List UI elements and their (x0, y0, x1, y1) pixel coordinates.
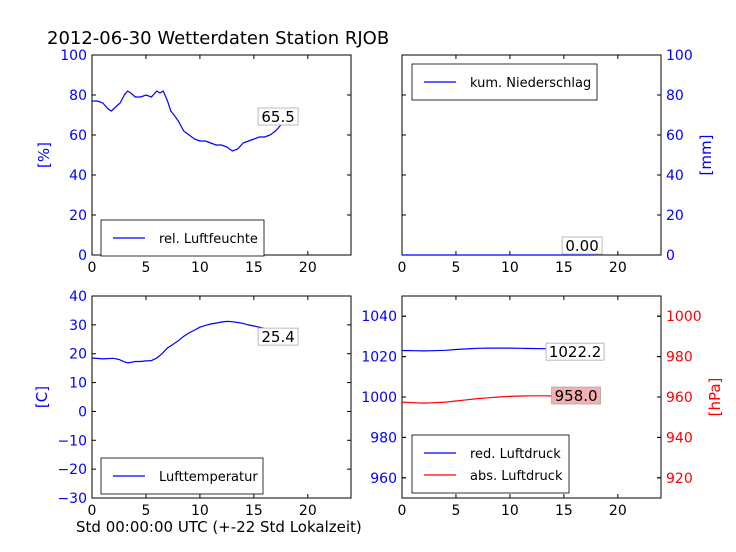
figure-xlabel: Std 00:00:00 UTC (+-22 Std Lokalzeit) (76, 518, 362, 536)
pressure-panel-left-ytick-label: 1020 (361, 350, 397, 366)
precipitation-panel-ytick-label: 80 (666, 88, 684, 104)
temperature-panel-xtick-label: 10 (191, 503, 209, 519)
pressure-panel: 0 5 10 15 20 960 980 1000 1020 1040 920 940 960 980 10… (361, 295, 724, 519)
precipitation-panel: 0 5 10 15 20 0 20 40 60 80 100 0.00 kum. Niederschla… (398, 48, 715, 276)
precipitation-panel-ytick-label: 0 (666, 248, 675, 264)
pressure-panel-absolute-value-label: 958.0 (555, 387, 598, 405)
precipitation-panel-xtick-label: 0 (398, 260, 407, 276)
humidity-panel-ytick-label: 40 (69, 168, 87, 184)
temperature-panel-ytick-label: −30 (57, 491, 87, 507)
precipitation-panel-ytick-label: 20 (666, 208, 684, 224)
humidity-panel-xtick-label: 15 (245, 260, 263, 276)
humidity-panel-ytick-label: 60 (69, 128, 87, 144)
precipitation-panel-xtick-label: 20 (609, 260, 627, 276)
temperature-panel-xtick-label: 15 (245, 503, 263, 519)
humidity-panel: 0 5 10 15 20 0 20 40 60 80 100 65.5 rel. Luftfeuchte… (35, 48, 352, 276)
humidity-panel-xtick-label: 0 (88, 260, 97, 276)
humidity-panel-ytick-label: 100 (60, 48, 87, 64)
humidity-panel-value-label: 65.5 (261, 108, 294, 126)
pressure-panel-right-ytick-label: 1000 (666, 309, 702, 325)
pressure-panel-xtick-label: 20 (609, 503, 627, 519)
pressure-panel-legend-label: red. Luftdruck (470, 447, 561, 462)
temperature-panel-ytick-label: 30 (69, 318, 87, 334)
pressure-panel-right-ytick-label: 980 (666, 350, 693, 366)
humidity-panel-xtick-label: 20 (299, 260, 317, 276)
humidity-panel-ylabel: [%] (35, 142, 53, 168)
pressure-panel-xtick-label: 10 (501, 503, 519, 519)
pressure-panel-absolute-value-box (551, 386, 601, 405)
precipitation-panel-xtick-label: 10 (501, 260, 519, 276)
pressure-panel-ylabel: [hPa] (706, 378, 724, 417)
temperature-panel-value-label: 25.4 (261, 328, 294, 346)
precipitation-panel-value-label: 0.00 (565, 237, 598, 255)
pressure-panel-xtick-label: 5 (451, 503, 460, 519)
precipitation-panel-xtick-label: 5 (451, 260, 460, 276)
temperature-panel-series-line (91, 320, 285, 364)
precipitation-panel-value-box (561, 236, 603, 255)
temperature-panel-xtick-label: 0 (88, 503, 97, 519)
temperature-panel-ytick-label: 0 (78, 404, 87, 420)
humidity-panel-series-line (92, 90, 285, 152)
precipitation-panel-ytick-label: 60 (666, 128, 684, 144)
pressure-panel-reduced-value-box (545, 342, 605, 361)
temperature-panel-ytick-label: 40 (69, 289, 87, 305)
precipitation-panel-legend-label: kum. Niederschlag (470, 76, 591, 91)
temperature-panel-ytick-label: 10 (69, 376, 87, 392)
pressure-panel-left-ytick-label: 1040 (361, 309, 397, 325)
figure-title: 2012-06-30 Wetterdaten Station RJOB (47, 28, 389, 49)
temperature-panel-ylabel: [C] (33, 386, 51, 408)
pressure-panel-xtick-label: 0 (398, 503, 407, 519)
temperature-panel-ytick-label: 20 (69, 347, 87, 363)
precipitation-panel-ytick-label: 40 (666, 168, 684, 184)
temperature-panel-xtick-label: 20 (299, 503, 317, 519)
temperature-panel: 0 5 10 15 20 −30 −20 −10 0 10 20 30 40 25.4 Lufttemper… (33, 289, 352, 519)
humidity-panel-legend-label: rel. Luftfeuchte (159, 232, 258, 247)
temperature-panel-xtick-label: 5 (141, 503, 150, 519)
precipitation-panel-ytick-label: 100 (666, 48, 693, 64)
humidity-panel-ytick-label: 80 (69, 88, 87, 104)
temperature-panel-legend-label: Lufttemperatur (159, 470, 258, 485)
humidity-panel-ytick-label: 20 (69, 208, 87, 224)
precipitation-panel-ylabel: [mm] (697, 135, 715, 176)
pressure-panel-left-ytick-label: 960 (370, 471, 397, 487)
pressure-panel-legend-box (411, 434, 570, 494)
humidity-panel-xtick-label: 5 (141, 260, 150, 276)
humidity-panel-value-box (257, 107, 299, 126)
humidity-panel-ytick-label: 0 (78, 248, 87, 264)
pressure-panel-xtick-label: 15 (555, 503, 573, 519)
pressure-panel-right-ytick-label: 920 (666, 471, 693, 487)
humidity-panel-xtick-label: 10 (191, 260, 209, 276)
pressure-panel-reduced-value-label: 1022.2 (549, 343, 602, 361)
pressure-panel-left-ytick-label: 1000 (361, 390, 397, 406)
temperature-panel-ytick-label: −20 (57, 462, 87, 478)
pressure-panel-left-ytick-label: 980 (370, 430, 397, 446)
temperature-panel-ytick-label: −10 (57, 433, 87, 449)
temperature-panel-value-box (257, 327, 299, 346)
precipitation-panel-xtick-label: 15 (555, 260, 573, 276)
pressure-panel-legend-label: abs. Luftdruck (470, 469, 563, 484)
pressure-panel-right-ytick-label: 960 (666, 390, 693, 406)
pressure-panel-right-ytick-label: 940 (666, 430, 693, 446)
